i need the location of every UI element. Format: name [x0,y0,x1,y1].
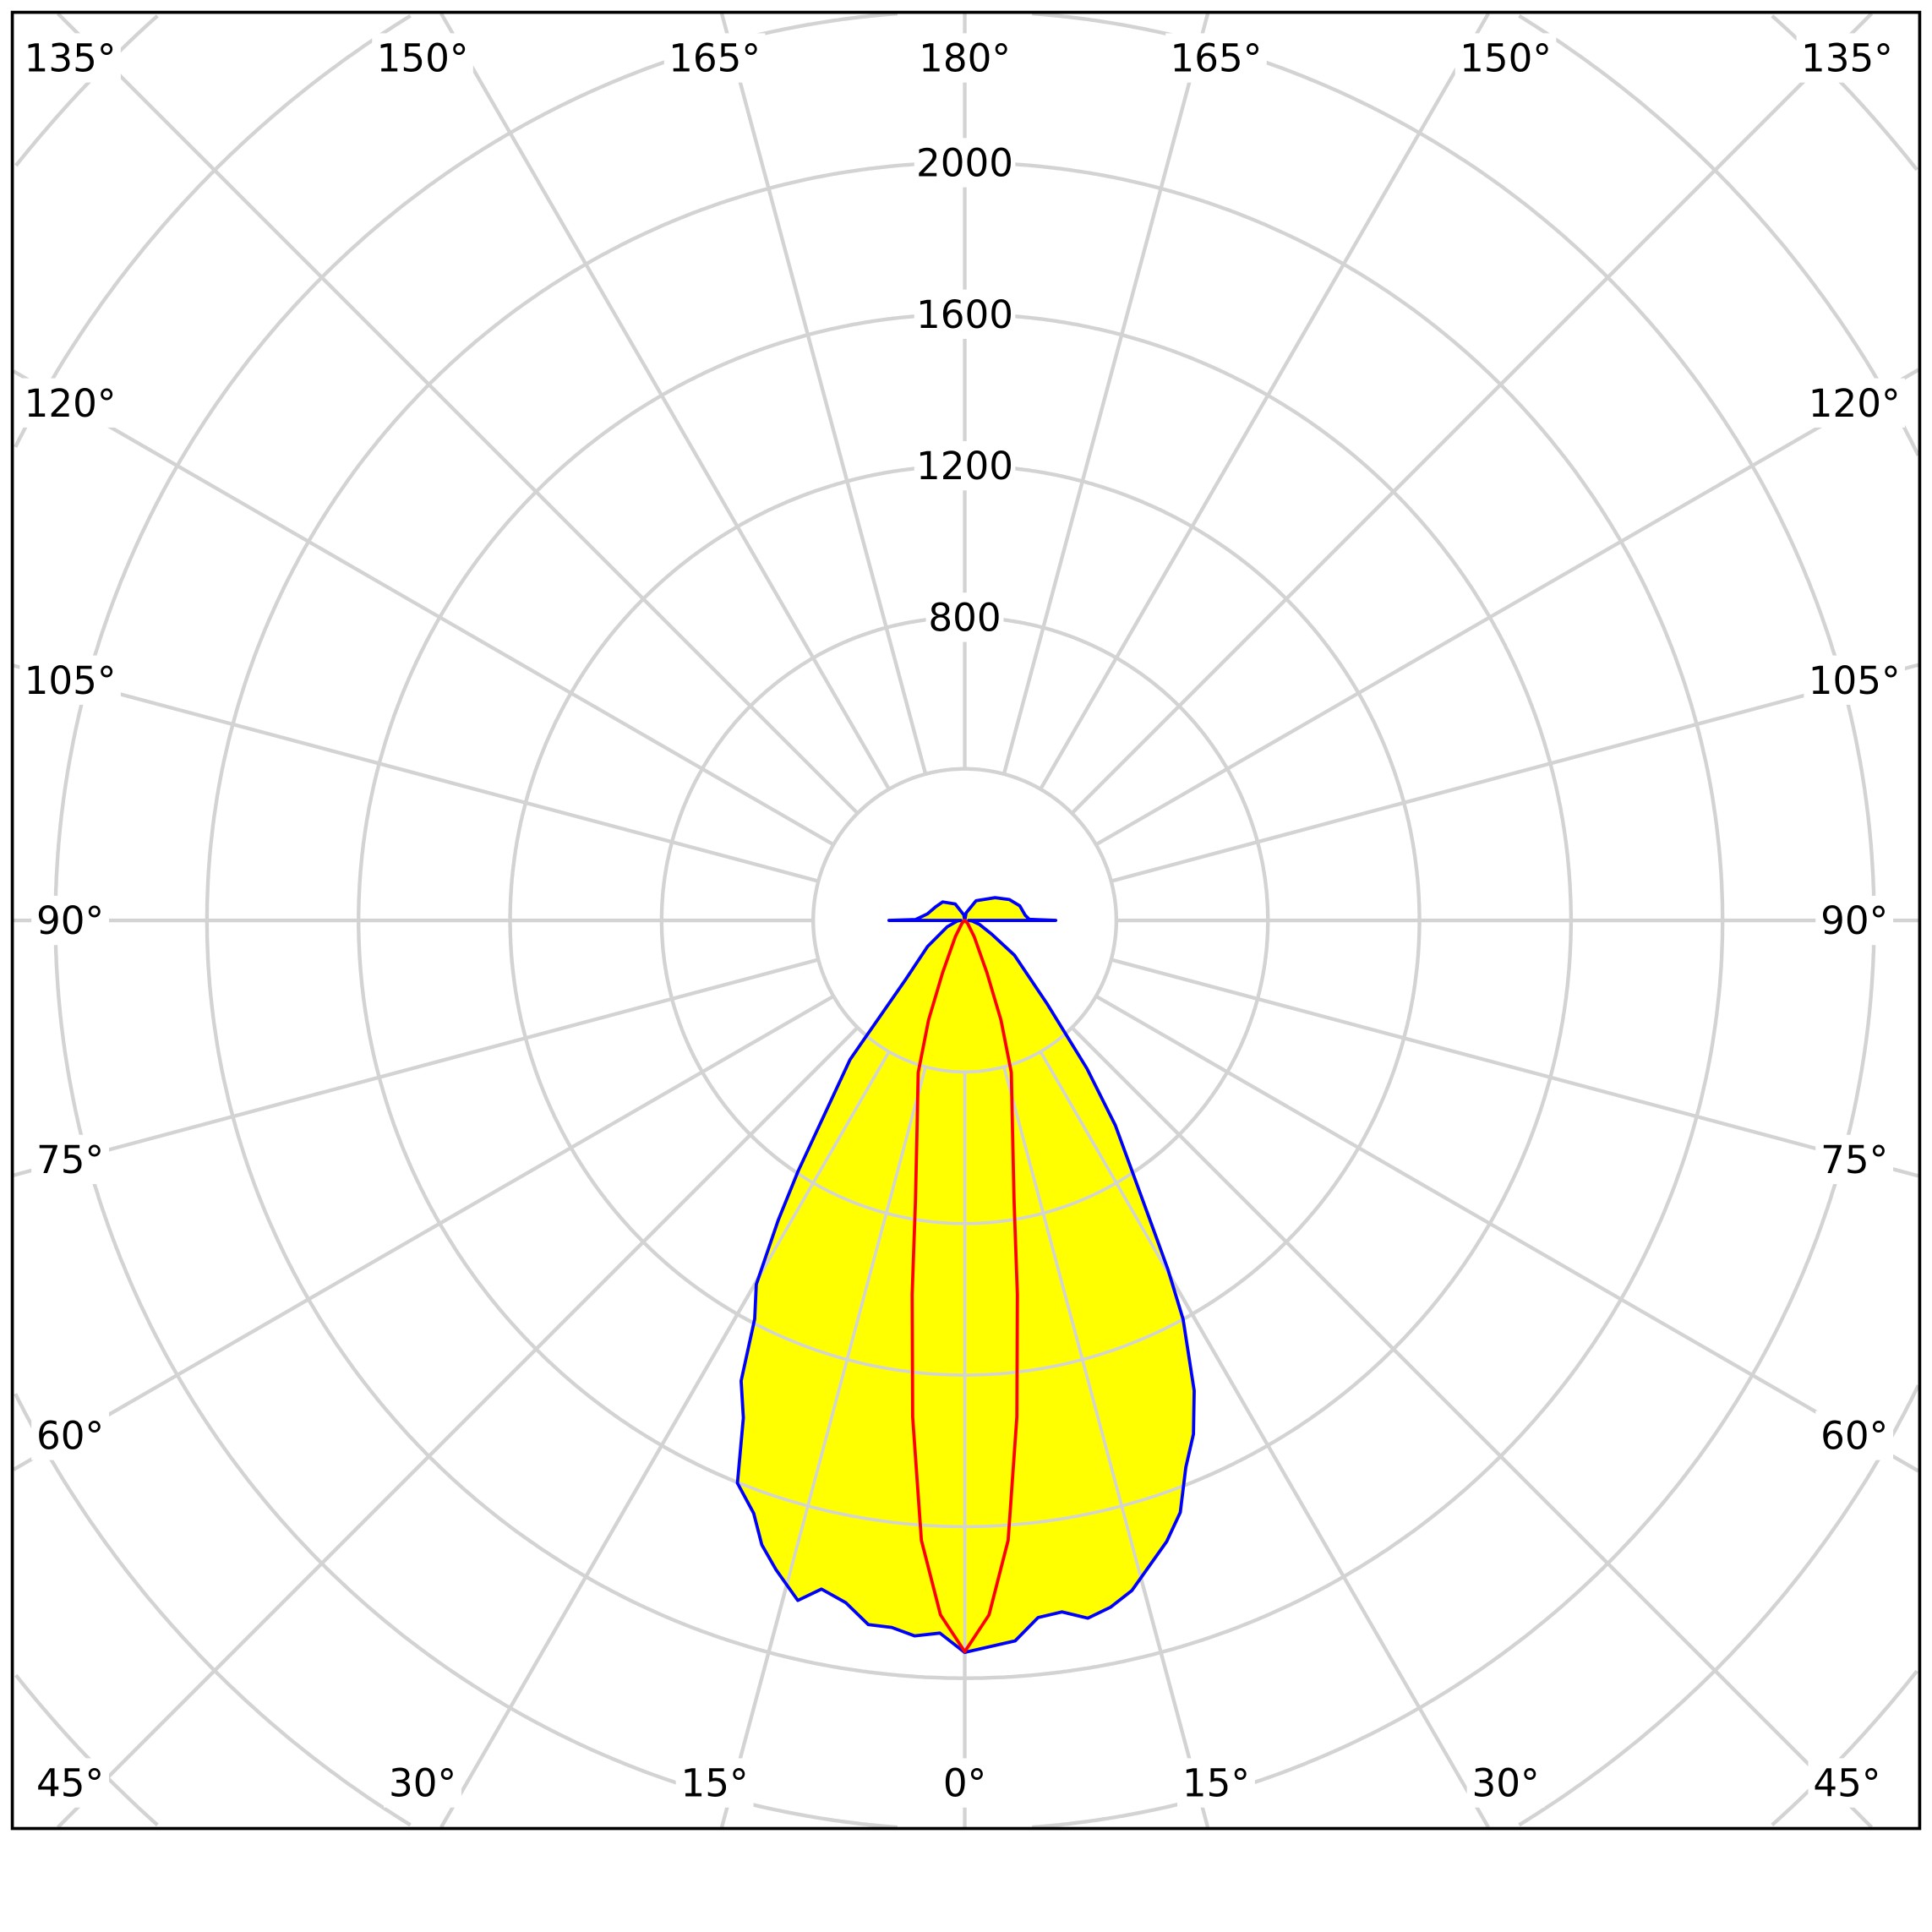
radial-tick-label-bg [925,592,1004,642]
ring-gridline [737,898,1195,1225]
radial-gridline [12,369,835,847]
angle-label-top-bg [1796,33,1898,83]
radial-tick-label-bg [914,289,1016,339]
angle-label-top: 135° [25,36,117,81]
ring-gridline [14,14,412,448]
angle-label-right-bg [1815,1411,1894,1460]
angle-label-left: 60° [36,1414,104,1459]
angle-label-top: 150° [1460,36,1552,81]
angle-label-bottom-bg [937,1758,992,1808]
angle-label-left: 75° [36,1138,104,1182]
angle-label-bottom-bg [1466,1758,1545,1808]
radial-gridline [1094,994,1920,1473]
ring-gridline [1771,1669,1918,1826]
angle-label-top-bg [1165,33,1267,83]
angle-label-top: 165° [669,36,761,81]
radial-gridline [1111,663,1919,883]
angle-label-bottom: 0° [943,1761,986,1806]
angle-label-left-bg [31,1411,110,1460]
angle-label-right: 75° [1820,1138,1888,1182]
angle-label-top: 180° [919,36,1011,81]
angle-label-left-bg [19,655,121,705]
radial-tick-label-bg [914,440,1016,491]
labels: 800 1200 1600 2000 135° 150° 165° 180° 165° 150° 1… [19,33,1905,1808]
radial-tick-label: 1600 [916,292,1013,337]
angle-label-right: 105° [1809,658,1901,703]
angle-label-bottom: 45° [1813,1761,1880,1806]
angle-label-bottom: 15° [1182,1761,1250,1806]
plot-frame [10,10,1922,1831]
radial-tick-label: 1200 [916,444,1013,488]
angle-label-bottom: 45° [36,1761,104,1806]
angle-label-right: 60° [1820,1414,1888,1459]
angle-label-left: 105° [25,658,117,703]
radial-gridline [1002,1066,1195,1653]
angle-label-top: 150° [377,36,469,81]
angle-label-right: 120° [1809,381,1901,426]
radial-gridline [439,12,891,790]
ring-gridline [14,14,159,167]
ring-gridline [14,1673,159,1826]
ring-gridline [205,161,1725,1680]
angle-label-top-bg [1454,33,1557,83]
radial-gridline [1111,958,1919,1178]
radial-gridline [1070,12,1874,815]
angle-label-right-bg [1815,895,1894,946]
ring-gridline [1518,1384,1920,1827]
angle-label-bottom: 15° [681,1761,749,1806]
angle-label-left-bg [31,1134,110,1185]
radial-tick-label: 2000 [916,140,1013,185]
angle-label-bottom-bg [675,1758,754,1808]
ring-gridline [508,463,1422,1378]
angle-label-left: 120° [25,381,117,426]
radial-gridline [1070,1026,1874,1829]
angle-label-right-bg [1804,378,1905,428]
radial-gridline [1094,368,1920,847]
radial-gridline [56,1026,860,1829]
radial-tick-label-bg [914,138,1016,188]
series-1-curve [910,919,1019,1654]
radial-gridline [737,1066,927,1653]
angle-label-top: 165° [1171,36,1263,81]
radial-gridline [56,12,860,815]
angle-label-bottom: 30° [1472,1761,1540,1806]
angle-label-top-bg [372,33,473,83]
ring-gridline [14,1393,412,1827]
angle-label-right-bg [1815,1134,1894,1185]
radial-gridline [1039,1051,1195,1653]
radial-gridline [13,663,819,883]
angle-label-bottom-bg [1808,1758,1886,1808]
angle-label-bottom-bg [384,1758,461,1808]
ring-gridline [1518,14,1920,456]
radial-gridline [1039,12,1490,790]
angle-label-right: 90° [1820,898,1888,943]
radial-gridline [13,958,819,1177]
angle-label-top-bg [914,33,1016,83]
radial-gridline [1001,13,1210,775]
angle-label-top: 135° [1801,36,1893,81]
angle-label-left: 90° [36,898,104,943]
series-0-curve [735,896,1196,1655]
angle-label-bottom-bg [31,1758,110,1808]
radial-gridline [12,994,835,1471]
ring-gridline [357,312,1574,1529]
radial-gridline [737,1051,891,1653]
radial-gridline [719,13,928,775]
angle-label-bottom: 30° [389,1761,456,1806]
radial-tick-label: 800 [928,595,1001,640]
angle-label-bottom-bg [1177,1758,1255,1808]
angle-label-left-bg [19,378,121,428]
angle-label-left-bg [31,895,110,946]
angle-label-top-bg [663,33,766,83]
angle-label-top-bg [19,33,121,83]
angle-label-right-bg [1804,655,1905,705]
